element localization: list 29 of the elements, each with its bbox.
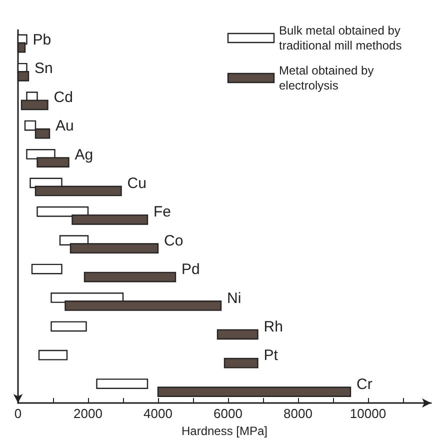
x-tick-label: 8000 xyxy=(284,406,312,421)
y-tick-label: Fe xyxy=(154,204,172,221)
y-tick-label: Cr xyxy=(356,376,372,393)
x-tick-label: 4000 xyxy=(144,406,172,421)
x-tick-label: 10000 xyxy=(350,406,386,421)
bar xyxy=(96,378,148,389)
x-tick-label: 6000 xyxy=(214,406,242,421)
legend-label: Metal obtained by electrolysis xyxy=(279,64,378,92)
y-tick-label: Cd xyxy=(54,88,73,106)
y-tick-label: Ni xyxy=(227,290,242,307)
y-tick-label: Pb xyxy=(32,32,52,49)
y-tick-label: Ag xyxy=(74,146,94,164)
bar xyxy=(216,329,258,340)
y-tick-label: Pd xyxy=(182,261,200,278)
x-tick-label: 0 xyxy=(14,406,22,421)
y-tick-label: Co xyxy=(164,232,184,250)
bar xyxy=(38,350,68,360)
bar xyxy=(84,272,176,282)
bar xyxy=(50,321,87,332)
legend-label: Bulk metal obtained by traditional mill methods xyxy=(279,24,404,52)
y-tick-label: Au xyxy=(56,118,74,135)
y-tick-label: Cu xyxy=(127,175,146,192)
bar xyxy=(31,264,62,274)
y-tick-label: Sn xyxy=(34,60,53,78)
bar xyxy=(224,358,258,368)
y-tick-label: Pt xyxy=(264,347,279,364)
x-axis-title: Hardness [MPa] xyxy=(181,424,268,438)
y-tick-label: Rh xyxy=(264,318,283,336)
x-tick-label: 2000 xyxy=(74,406,102,421)
